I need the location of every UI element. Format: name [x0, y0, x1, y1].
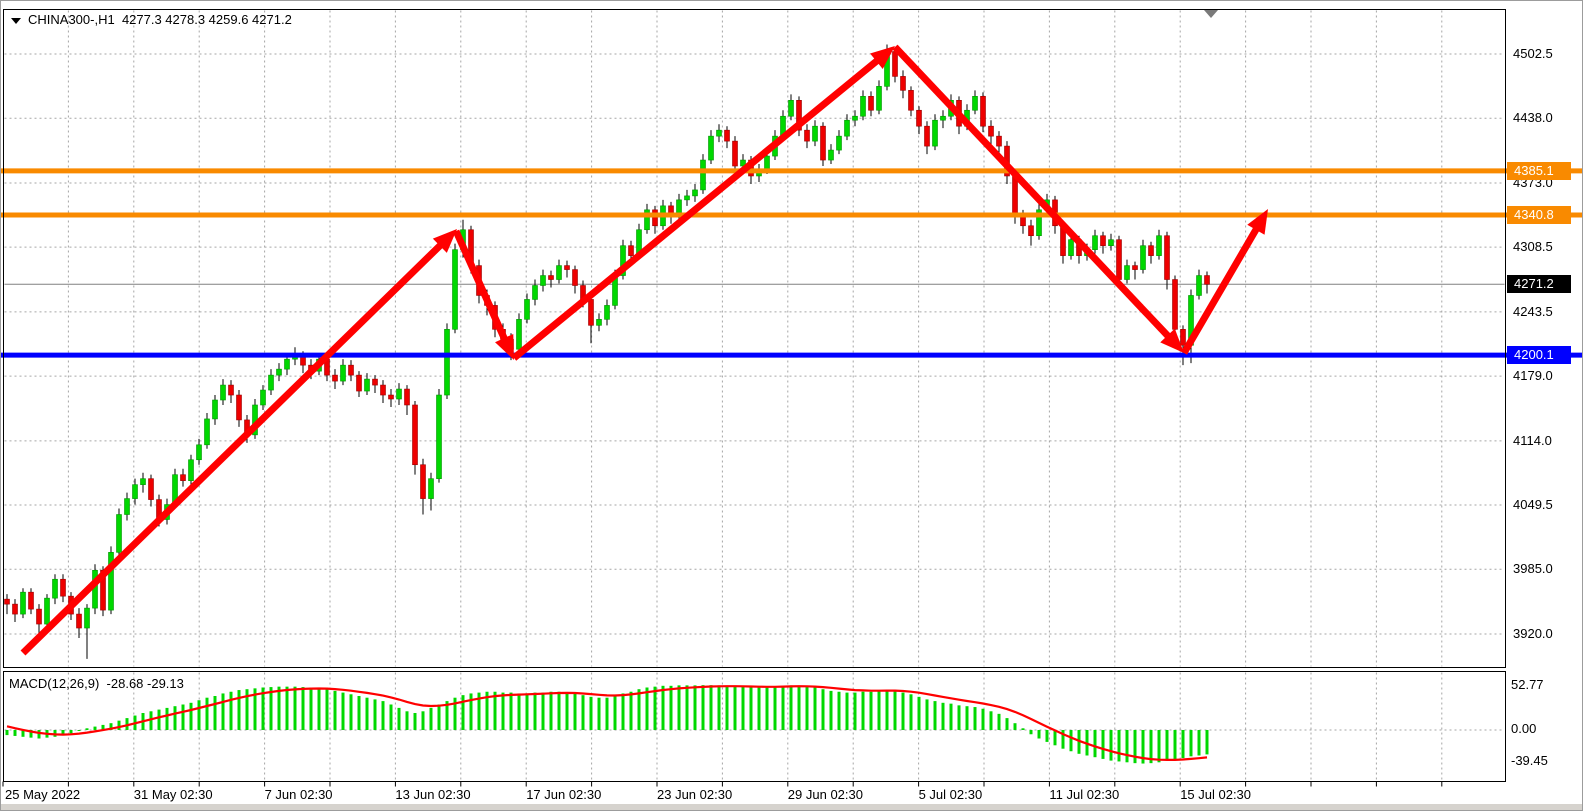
candles [4, 44, 1210, 659]
chart-shift-marker-icon[interactable] [1204, 10, 1218, 18]
price-tick-label: 4243.5 [1513, 303, 1553, 319]
macd-scale-label: -39.45 [1511, 753, 1548, 768]
price-tick-label: 4502.5 [1513, 46, 1553, 61]
level-price-badge: 4200.1 [1507, 346, 1571, 365]
time-tick-label: 25 May 2022 [5, 787, 81, 802]
price-tick-label: 4308.5 [1513, 239, 1553, 255]
macd-scale-label: 52.77 [1511, 677, 1544, 693]
macd-values: -28.68 -29.13 [106, 676, 184, 691]
price-tick-label: 4438.0 [1513, 110, 1553, 126]
macd-signal-line [6, 685, 1208, 762]
collapse-triangle-icon[interactable] [11, 18, 21, 24]
time-tick-label: 15 Jul 02:30 [1180, 787, 1252, 802]
macd-scale-label: 0.00 [1511, 721, 1537, 736]
symbol-overlay: CHINA300-,H1 4277.3 4278.3 4259.6 4271.2 [11, 12, 292, 27]
window-bottom-edge [1, 804, 1582, 810]
time-tick-label: 11 Jul 02:30 [1049, 787, 1120, 802]
panel-borders [3, 9, 1506, 782]
macd-name: MACD(12,26,9) [9, 676, 100, 691]
time-tick-label: 29 Jun 02:30 [787, 787, 863, 802]
time-tick-label: 7 Jun 02:30 [264, 787, 333, 802]
price-tick-label: 4049.5 [1513, 497, 1553, 513]
trend-arrows[interactable] [20, 44, 1268, 656]
level-price-badge: 4385.1 [1507, 161, 1571, 180]
current-price-badge: 4271.2 [1507, 275, 1571, 294]
price-tick-label: 4179.0 [1513, 368, 1553, 384]
time-tick-label: 23 Jun 02:30 [657, 787, 733, 802]
symbol-title: CHINA300-,H1 [28, 12, 115, 27]
macd-indicator [5, 685, 1209, 764]
macd-indicator-label: MACD(12,26,9) -28.68 -29.13 [9, 676, 184, 691]
level-price-badge: 4340.8 [1507, 206, 1571, 224]
time-tick-label: 17 Jun 02:30 [526, 787, 602, 802]
time-tick-label: 13 Jun 02:30 [395, 787, 471, 802]
time-tick-label: 5 Jul 02:30 [918, 787, 983, 802]
symbol-ohlc-quote: 4277.3 4278.3 4259.6 4271.2 [121, 12, 292, 27]
price-tick-label: 4114.0 [1513, 432, 1552, 448]
time-ticks [2, 781, 1443, 787]
gridlines [4, 10, 1505, 781]
price-tick-label: 3985.0 [1513, 561, 1553, 577]
price-tick-label: 3920.0 [1513, 626, 1553, 641]
level-lines[interactable] [1, 168, 1583, 358]
time-tick-label: 31 May 02:30 [133, 787, 213, 802]
